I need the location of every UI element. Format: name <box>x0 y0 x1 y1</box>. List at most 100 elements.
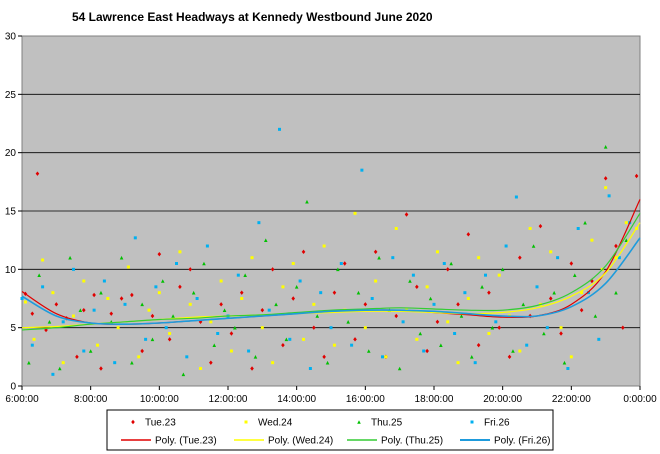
data-point <box>459 314 464 318</box>
data-point <box>209 320 213 324</box>
data-point <box>377 255 381 260</box>
data-point <box>305 199 309 204</box>
data-point <box>137 355 141 359</box>
legend-marker <box>357 420 361 424</box>
data-point <box>202 261 206 266</box>
data-point <box>339 262 343 265</box>
data-point <box>373 249 378 255</box>
data-point <box>583 220 587 225</box>
data-point <box>504 244 508 248</box>
x-tick-label: 12:00:00 <box>209 394 248 405</box>
data-point <box>157 291 161 295</box>
data-point <box>425 285 429 289</box>
data-point <box>363 302 368 307</box>
data-point <box>113 361 117 365</box>
data-point <box>270 267 275 272</box>
data-point <box>319 291 323 295</box>
data-point <box>569 355 573 359</box>
data-point <box>308 367 312 370</box>
data-point <box>538 223 543 229</box>
data-point <box>617 256 621 260</box>
data-point <box>593 314 598 318</box>
data-point <box>82 307 86 313</box>
x-tick-label: 14:00:00 <box>277 394 316 405</box>
data-point <box>88 349 93 353</box>
data-point <box>332 343 336 347</box>
data-point <box>384 355 388 359</box>
data-point <box>102 279 106 283</box>
legend-label: Poly. (Tue.23) <box>155 436 217 447</box>
data-point <box>518 349 522 353</box>
data-point <box>168 332 172 335</box>
data-point <box>82 279 86 283</box>
gridlines <box>22 93 640 329</box>
series-wed-24 <box>23 186 639 370</box>
y-tick-label: 20 <box>5 148 17 159</box>
data-point <box>260 326 264 330</box>
data-point <box>370 297 374 300</box>
y-axis: 0 5 10 15 20 25 30 <box>5 32 22 393</box>
data-point <box>580 291 584 295</box>
chart-title: 54 Lawrence East Headways at Kennedy Wes… <box>72 10 433 24</box>
data-point <box>130 292 134 298</box>
data-point <box>247 349 251 353</box>
data-point <box>579 307 584 313</box>
data-point <box>30 343 34 347</box>
data-point <box>425 348 429 354</box>
data-point <box>576 227 580 230</box>
data-point <box>353 211 357 215</box>
data-point <box>222 308 227 312</box>
data-point <box>346 320 350 324</box>
data-point <box>205 244 209 248</box>
data-point <box>157 251 162 257</box>
x-tick-label: 0:00:00 <box>623 394 657 405</box>
data-point <box>195 297 199 300</box>
data-point <box>78 308 83 312</box>
legend-marker <box>470 420 474 424</box>
data-point <box>229 349 233 353</box>
legend-label: Tue.23 <box>145 418 176 429</box>
data-point <box>446 320 450 324</box>
data-point <box>566 367 570 370</box>
data-point <box>212 343 217 347</box>
series-fri-26 <box>20 127 632 376</box>
data-point <box>281 342 285 348</box>
data-point <box>401 320 405 324</box>
data-point <box>548 296 553 301</box>
x-tick-label: 8:00:00 <box>74 394 108 405</box>
data-point <box>587 291 590 295</box>
data-point <box>236 273 240 277</box>
legend-label: Poly. (Wed.24) <box>268 436 333 447</box>
data-point <box>233 325 237 330</box>
data-point <box>463 291 467 295</box>
y-tick-label: 10 <box>5 265 17 276</box>
data-point <box>27 360 31 365</box>
data-point <box>219 302 223 307</box>
data-point <box>250 256 254 260</box>
data-point <box>288 337 292 341</box>
data-point <box>325 360 330 365</box>
data-point <box>96 343 100 347</box>
data-point <box>397 366 402 371</box>
data-point <box>415 337 419 341</box>
data-point <box>47 320 52 324</box>
data-point <box>511 349 515 353</box>
data-point <box>332 290 337 295</box>
data-point <box>494 320 498 324</box>
data-point <box>476 342 481 348</box>
data-point <box>109 311 114 316</box>
data-point <box>167 337 172 342</box>
data-point <box>435 319 440 325</box>
legend <box>106 409 554 451</box>
data-point <box>614 256 618 260</box>
data-point <box>75 354 79 360</box>
data-point <box>497 273 501 277</box>
data-point <box>531 244 536 248</box>
data-point <box>294 285 299 289</box>
x-tick-label: 6:00:00 <box>5 394 39 405</box>
data-point <box>301 249 306 255</box>
x-tick-label: 16:00:00 <box>346 394 385 405</box>
data-point <box>30 311 35 316</box>
data-point <box>35 171 40 176</box>
data-point <box>322 244 326 248</box>
